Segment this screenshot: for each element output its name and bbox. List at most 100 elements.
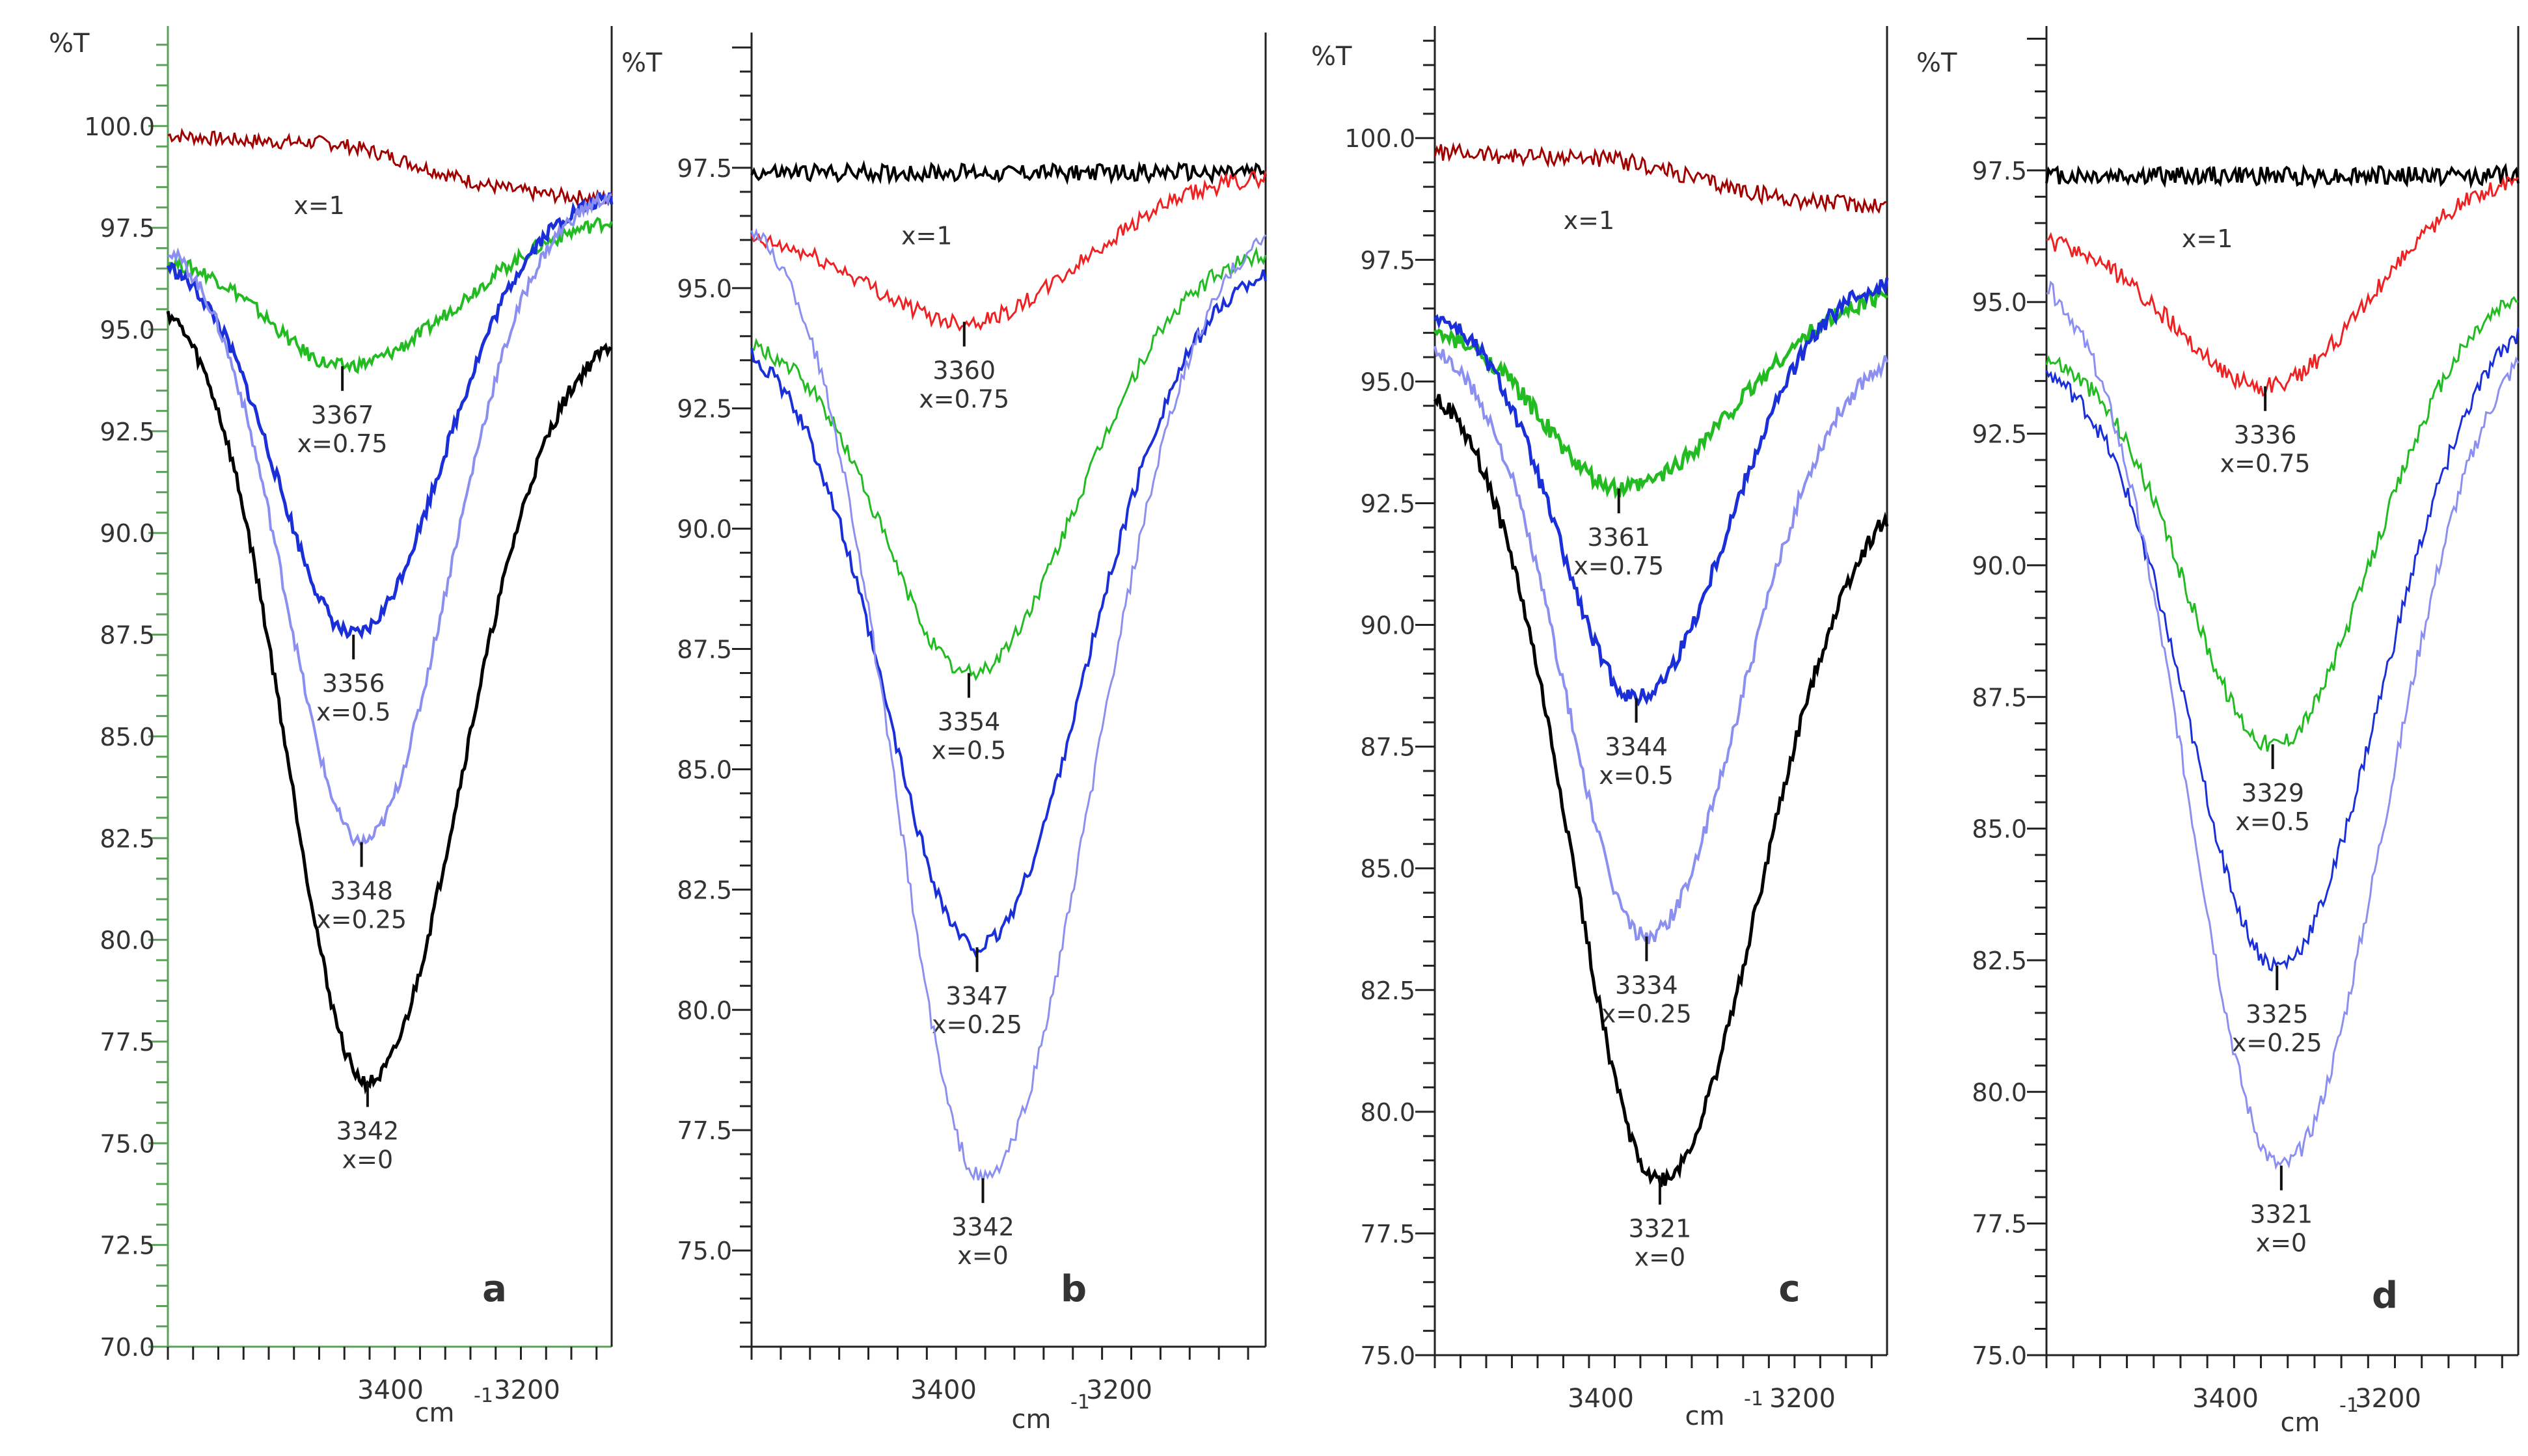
panel-label: d <box>2372 1274 2398 1317</box>
peak-wavenumber-label: 3342 <box>951 1213 1014 1241</box>
series-line-x=1 <box>167 128 613 208</box>
x-tick-label: 3200 <box>2355 1384 2421 1414</box>
y-tick-label: 85.0 <box>1360 855 1415 883</box>
x-tick-label: 3400 <box>357 1375 424 1405</box>
y-tick-label: 97.5 <box>1972 157 2027 185</box>
series-line-x=0.25 <box>750 269 1267 958</box>
y-tick-label: 70.0 <box>100 1333 155 1362</box>
series-line-x=0.5 <box>2045 296 2519 752</box>
series-label: x=0.75 <box>2220 450 2311 478</box>
y-tick-label: 92.5 <box>1972 420 2027 449</box>
y-tick-label: 77.5 <box>677 1116 732 1145</box>
peak-wavenumber-label: 3342 <box>336 1116 400 1145</box>
series-label: x=1 <box>1564 206 1615 235</box>
series-line-x=0.5 <box>1434 277 1889 707</box>
series-label: x=0.5 <box>2235 807 2310 836</box>
series-line-x=0.25 <box>2045 327 2520 972</box>
y-tick-label: 77.5 <box>100 1028 155 1057</box>
series-line-x=0.25 <box>167 191 612 849</box>
series-label: x=0 <box>957 1241 1009 1270</box>
peak-wavenumber-label: 3360 <box>932 357 996 385</box>
x-tick-label: 3400 <box>1568 1384 1634 1414</box>
series-line-x=0.5 <box>751 246 1267 682</box>
peak-wavenumber-label: 3361 <box>1587 523 1650 552</box>
series-label: x=1 <box>2182 224 2233 253</box>
peak-wavenumber-label: 3336 <box>2234 421 2297 450</box>
x-axis-label: cm <box>415 1398 455 1428</box>
y-tick-label: 95.0 <box>100 316 155 345</box>
y-tick-label: 100.0 <box>1344 124 1415 153</box>
y-tick-label: 75.0 <box>100 1129 155 1158</box>
y-axis-label: %T <box>1311 42 1352 72</box>
y-tick-label: 92.5 <box>1360 489 1415 518</box>
series-label: x=0.5 <box>316 698 391 727</box>
peak-wavenumber-label: 3367 <box>311 401 374 429</box>
y-tick-label: 75.0 <box>1360 1341 1415 1370</box>
y-tick-label: 82.5 <box>677 876 732 904</box>
y-tick-label: 82.5 <box>100 824 155 853</box>
series-line-x=1 <box>2045 163 2520 189</box>
peak-wavenumber-label: 3321 <box>1629 1215 1692 1243</box>
series-label: x=0.5 <box>932 736 1007 765</box>
y-tick-label: 97.5 <box>1360 246 1415 275</box>
series-label: x=0.75 <box>919 385 1009 414</box>
peak-wavenumber-label: 3354 <box>938 708 1001 736</box>
peak-wavenumber-label: 3325 <box>2246 1000 2309 1029</box>
y-tick-label: 80.0 <box>1360 1098 1415 1127</box>
series-label: x=0.25 <box>932 1010 1022 1039</box>
y-tick-label: 80.0 <box>1972 1078 2027 1107</box>
series-label: x=0.25 <box>316 906 407 934</box>
y-tick-label: 87.5 <box>1360 733 1415 762</box>
series-label: x=0.25 <box>1601 999 1692 1028</box>
x-tick-label: 3400 <box>2192 1384 2259 1414</box>
series-line-x=0 <box>750 228 1267 1182</box>
y-tick-label: 72.5 <box>100 1232 155 1260</box>
series-line-x=0.75 <box>2046 175 2520 398</box>
y-axis-label: %T <box>1916 48 1957 78</box>
x-tick-label: 3200 <box>494 1375 560 1405</box>
y-tick-label: 80.0 <box>677 996 732 1025</box>
series-line-x=0 <box>1433 394 1889 1187</box>
series-label: x=0 <box>1635 1243 1686 1272</box>
y-tick-label: 77.5 <box>1360 1220 1415 1248</box>
x-axis-label: cm <box>1685 1401 1725 1431</box>
y-tick-label: 82.5 <box>1360 977 1415 1005</box>
x-axis-label: cm <box>2281 1408 2320 1438</box>
series-label: x=1 <box>293 191 345 220</box>
series-label: x=0 <box>342 1145 394 1174</box>
y-tick-label: 92.5 <box>677 395 732 424</box>
series-label: x=0.25 <box>2232 1029 2322 1057</box>
y-tick-label: 90.0 <box>1972 552 2027 580</box>
y-tick-label: 95.0 <box>1360 368 1415 396</box>
y-tick-label: 85.0 <box>1972 815 2027 844</box>
y-tick-label: 82.5 <box>1972 947 2027 975</box>
y-tick-label: 87.5 <box>677 636 732 664</box>
panel-d: 75.0 77.5 80.0 82.5 85.0 87.5 90.0 92.5 95.0 97.5… <box>1916 26 2520 1438</box>
panel-label: b <box>1061 1268 1087 1310</box>
y-axis-label: %T <box>621 48 662 78</box>
panel-b: 75.0 77.5 80.0 82.5 85.0 87.5 90.0 92.5 95.0 97.5… <box>621 33 1267 1435</box>
peak-wavenumber-label: 3356 <box>322 669 385 698</box>
peak-wavenumber-label: 3344 <box>1605 733 1668 761</box>
x-axis-label-exponent: -1 <box>2339 1394 2359 1417</box>
y-tick-label: 95.0 <box>1972 288 2027 317</box>
x-axis-label-exponent: -1 <box>1744 1388 1763 1410</box>
series-label: x=0 <box>2256 1229 2307 1258</box>
y-tick-label: 85.0 <box>677 755 732 784</box>
x-tick-label: 3200 <box>1086 1375 1152 1405</box>
y-tick-label: 90.0 <box>100 519 155 548</box>
series-label: x=0.75 <box>297 429 388 458</box>
series-line-x=0.5 <box>166 191 614 640</box>
series-label: x=0.5 <box>1599 761 1674 790</box>
x-axis-label-exponent: -1 <box>1070 1391 1090 1414</box>
y-tick-label: 75.0 <box>677 1237 732 1265</box>
y-tick-label: 97.5 <box>100 214 155 243</box>
series-label: x=1 <box>901 221 953 250</box>
series-label: x=0.75 <box>1573 552 1664 580</box>
y-tick-label: 87.5 <box>1972 683 2027 712</box>
y-tick-label: 95.0 <box>677 275 732 303</box>
y-tick-label: 87.5 <box>100 621 155 650</box>
panel-label: c <box>1778 1268 1800 1310</box>
y-tick-label: 77.5 <box>1972 1210 2027 1239</box>
